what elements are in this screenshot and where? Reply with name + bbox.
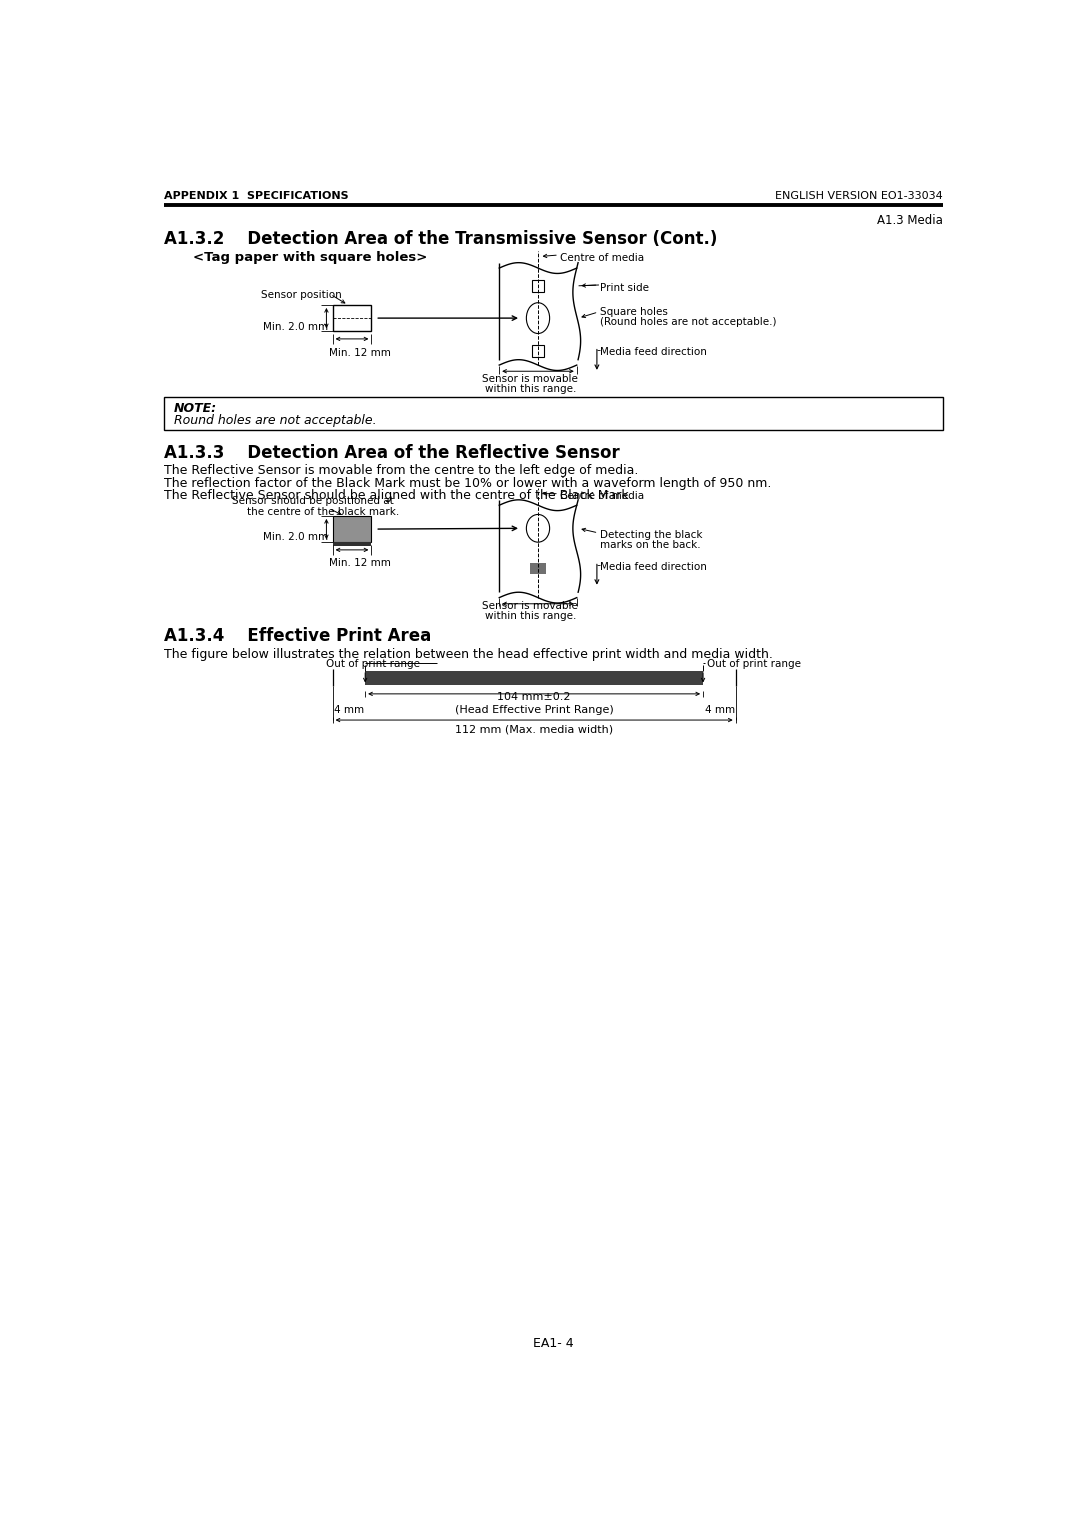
Text: Media feed direction: Media feed direction <box>600 347 707 358</box>
Text: <Tag paper with square holes>: <Tag paper with square holes> <box>193 251 428 264</box>
Text: The Reflective Sensor should be aligned with the centre of the Black Mark.: The Reflective Sensor should be aligned … <box>164 489 633 503</box>
Text: A1.3.4    Effective Print Area: A1.3.4 Effective Print Area <box>164 626 432 645</box>
Text: Min. 2.0 mm: Min. 2.0 mm <box>262 532 328 542</box>
Bar <box>164 397 943 429</box>
Text: Min. 2.0 mm: Min. 2.0 mm <box>262 322 328 332</box>
Text: EA1- 4: EA1- 4 <box>534 1337 573 1349</box>
Text: Sensor should be positioned at: Sensor should be positioned at <box>232 497 393 506</box>
Text: within this range.: within this range. <box>485 611 576 622</box>
Text: 104 mm±0.2: 104 mm±0.2 <box>498 692 571 703</box>
Bar <box>333 306 372 332</box>
Text: the centre of the black mark.: the centre of the black mark. <box>247 507 400 516</box>
Text: Sensor is movable: Sensor is movable <box>483 374 578 385</box>
Bar <box>530 523 545 533</box>
Text: Out of print range: Out of print range <box>326 659 420 669</box>
Text: Min. 12 mm: Min. 12 mm <box>328 348 391 358</box>
Ellipse shape <box>526 515 550 542</box>
Text: Out of print range: Out of print range <box>707 659 801 669</box>
Text: Round holes are not acceptable.: Round holes are not acceptable. <box>174 414 376 428</box>
Bar <box>333 516 372 542</box>
Bar <box>333 542 372 545</box>
Text: Min. 12 mm: Min. 12 mm <box>328 558 391 567</box>
Bar <box>365 671 703 685</box>
Text: A1.3.3    Detection Area of the Reflective Sensor: A1.3.3 Detection Area of the Reflective … <box>164 443 620 461</box>
Bar <box>531 312 544 324</box>
Text: Centre of media: Centre of media <box>559 492 644 501</box>
Text: Detecting the black: Detecting the black <box>600 530 702 539</box>
Text: (Head Effective Print Range): (Head Effective Print Range) <box>455 704 613 715</box>
Text: Square holes: Square holes <box>600 307 667 316</box>
Bar <box>530 562 545 573</box>
Text: 112 mm (Max. media width): 112 mm (Max. media width) <box>455 724 613 735</box>
Ellipse shape <box>526 303 550 333</box>
Text: The figure below illustrates the relation between the head effective print width: The figure below illustrates the relatio… <box>164 648 773 660</box>
Text: The reflection factor of the Black Mark must be 10% or lower with a waveform len: The reflection factor of the Black Mark … <box>164 477 772 490</box>
Text: Print side: Print side <box>600 284 649 293</box>
Text: APPENDIX 1  SPECIFICATIONS: APPENDIX 1 SPECIFICATIONS <box>164 191 349 202</box>
Text: within this range.: within this range. <box>485 385 576 394</box>
Text: Sensor position: Sensor position <box>260 290 341 299</box>
Bar <box>531 280 544 292</box>
Text: ENGLISH VERSION EO1-33034: ENGLISH VERSION EO1-33034 <box>774 191 943 202</box>
Text: A1.3.2    Detection Area of the Transmissive Sensor (Cont.): A1.3.2 Detection Area of the Transmissiv… <box>164 229 718 248</box>
Text: Centre of media: Centre of media <box>559 252 644 263</box>
Text: Sensor is movable: Sensor is movable <box>483 602 578 611</box>
Text: marks on the back.: marks on the back. <box>600 539 701 550</box>
Text: NOTE:: NOTE: <box>174 402 217 416</box>
Text: The Reflective Sensor is movable from the centre to the left edge of media.: The Reflective Sensor is movable from th… <box>164 465 639 477</box>
Text: (Round holes are not acceptable.): (Round holes are not acceptable.) <box>600 316 777 327</box>
Bar <box>531 345 544 358</box>
Text: 4 mm: 4 mm <box>334 706 364 715</box>
Text: 4 mm: 4 mm <box>704 706 734 715</box>
Text: Media feed direction: Media feed direction <box>600 562 707 571</box>
Text: A1.3 Media: A1.3 Media <box>877 214 943 228</box>
